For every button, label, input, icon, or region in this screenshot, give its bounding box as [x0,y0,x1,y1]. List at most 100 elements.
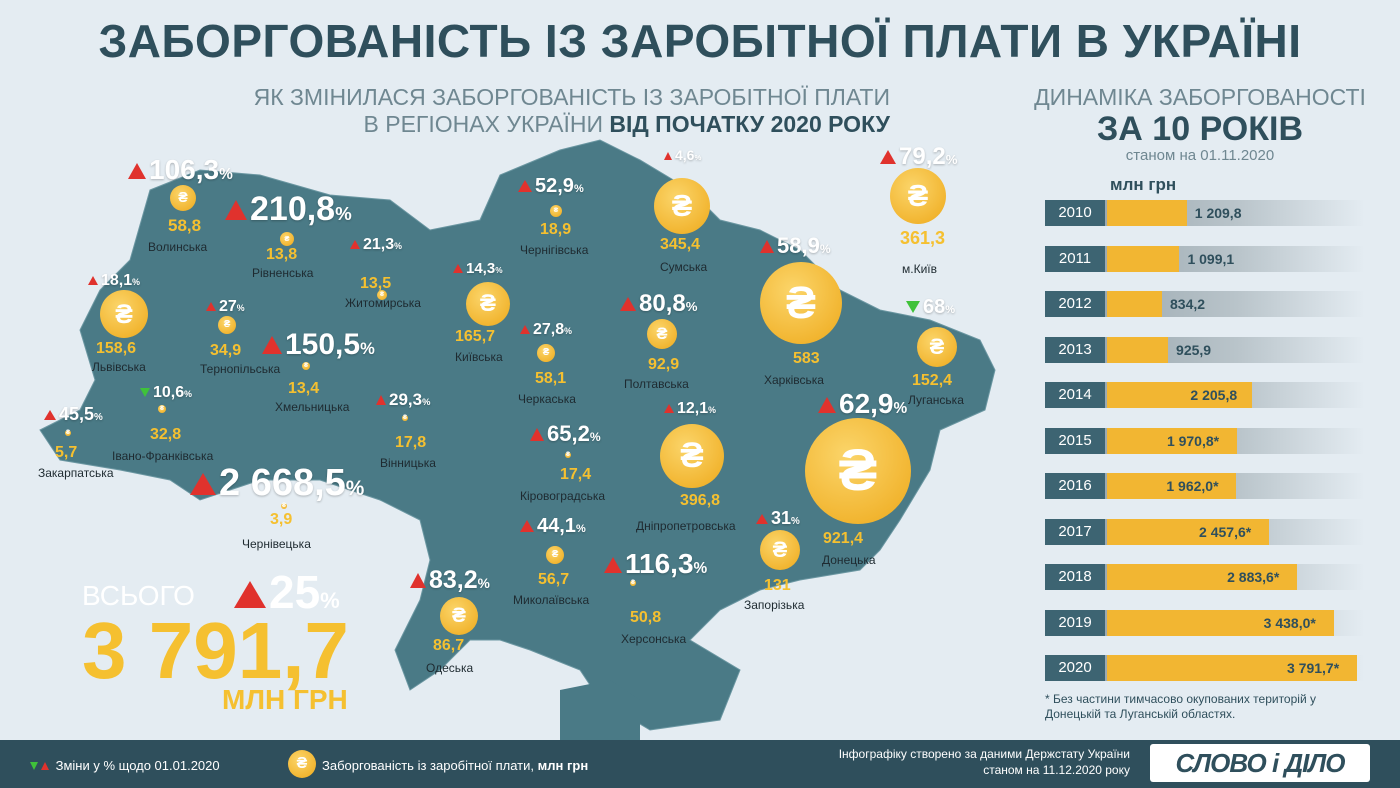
region-1-name: Рівненська [252,266,314,280]
bar-2012 [1107,291,1162,317]
region-4-name: Чернігівська [520,243,589,257]
coin-icon: ₴ [654,178,710,234]
bar-2015 [1107,427,1237,454]
bar-2018 [1107,564,1298,590]
bar-row-2012: 2012 834,2 [1045,291,1365,317]
percent-sign: % [575,523,586,535]
bar-value-label: 3 791,7* [1287,660,1340,676]
region-7-debt: 158,6 [96,340,137,357]
bar-year-label: 2011 [1045,245,1105,272]
bar-value-label: 1 970,8* [1166,432,1220,449]
region-9-name: Хмельницька [275,400,350,414]
region-20-name: Чернівецька [242,537,311,551]
percent-sign: % [693,560,708,577]
region-23-change: 116,3% [604,548,707,580]
region-0-change: 106,3% [128,154,233,186]
bar-row-2011: 2011 1 099,1 [1045,245,1365,272]
region-3-change-value: 14,3 [466,260,496,277]
hryvnia-icon: ₴ [452,604,466,627]
bar-row-2013: 2013 925,9 [1045,336,1365,363]
region-4-debt: 18,9 [540,221,572,238]
legend-coin-unit: млн грн [537,758,589,773]
region-18-name: Дніпропетровська [636,519,736,533]
arrow-up-icon [756,514,768,524]
bar-2019 [1107,609,1334,636]
arrow-up-icon [604,557,622,573]
bar-2016 [1107,473,1237,499]
hryvnia-icon: ₴ [671,188,693,223]
hryvnia-icon: ₴ [929,334,945,359]
arrow-up-icon [262,336,282,354]
percent-sign: % [694,153,702,162]
map-subtitle: ЯК ЗМІНИЛАСЯ ЗАБОРГОВАНІСТЬ ІЗ ЗАРОБІТНО… [150,84,890,138]
region-17-name: Кіровоградська [520,489,606,503]
region-17-change: 65,2% [530,421,601,447]
region-5-change-value: 4,6 [675,147,695,163]
coin-icon: ₴ [760,262,842,344]
region-14-name: Закарпатська [38,466,114,480]
percent-sign: % [893,400,908,417]
coin-icon: ₴ [288,750,316,778]
region-19-change-value: 62,9 [839,388,894,419]
hryvnia-icon: ₴ [551,549,559,560]
percent-sign: % [564,326,572,336]
bar-value-label: 2 457,6* [1199,523,1252,540]
region-16-debt: 17,8 [395,434,427,451]
arrow-up-icon [410,573,426,588]
region-20-debt: 3,9 [270,511,293,528]
bar-value-label: 1 209,8 [1194,205,1242,221]
region-8-change-value: 27 [219,298,237,315]
region-6-debt: 361,3 [900,228,946,248]
region-9-change: 150,5% [262,328,375,362]
region-0-debt: 58,8 [168,216,202,235]
bar-row-2016: 2016 1 962,0* [1045,473,1365,499]
percent-sign: % [573,183,584,195]
region-9-change-value: 150,5 [285,328,361,361]
bar-row-2017: 2017 2 457,6* [1045,518,1365,545]
bar-value-label: 1 099,1 [1187,250,1235,267]
map-shape [39,139,996,731]
region-9-debt: 13,4 [288,380,320,397]
region-2-debt: 13,5 [360,275,392,292]
bar-row-2010: 2010 1 209,8 [1045,200,1365,226]
legend-coin: Заборгованість із заробітної плати, млн … [322,758,588,773]
region-1-change: 210,8% [225,190,352,229]
bar-2014 [1107,382,1253,408]
percent-sign: % [219,166,233,183]
hryvnia-icon: ₴ [907,178,929,213]
percent-sign: % [477,576,490,591]
bar-year-label: 2010 [1045,200,1105,226]
coin-icon: ₴ [302,362,310,370]
percent-sign: % [345,477,365,500]
region-12-change: 58,9% [760,233,831,259]
bar-year-label: 2012 [1045,291,1105,317]
coin-icon: ₴ [466,282,510,326]
region-10-name: Черкаська [518,392,576,406]
region-19-name: Донецька [822,553,876,567]
region-4-change-value: 52,9 [535,175,574,197]
hryvnia-icon: ₴ [838,438,878,503]
region-2-name: Житомирська [345,296,421,310]
legend-source: Інфографіку створено за даними Держстату… [838,747,1130,777]
region-22-change-value: 31 [771,508,792,528]
region-19-debt: 921,4 [823,530,864,547]
arrow-up-icon [190,473,216,495]
chart-unit: млн грн [1110,175,1177,194]
arrow-up-icon [664,404,674,413]
legend-coin-text: Заборгованість із заробітної плати, [322,758,538,773]
coin-icon: ₴ [280,232,294,246]
bar-value-label: 925,9 [1176,341,1212,358]
bar-row-2015: 2015 1 970,8* [1045,427,1365,454]
hryvnia-icon: ₴ [178,190,188,206]
arrow-up-icon [520,520,534,532]
hryvnia-icon: ₴ [281,503,286,509]
bar-value-label: 834,2 [1170,296,1206,312]
region-2-change: 21,3% [350,236,402,254]
region-24-change-value: 83,2 [429,566,478,594]
region-14-debt: 5,7 [55,444,78,461]
bar-value-label: 2 883,6* [1227,569,1280,585]
hryvnia-icon: ₴ [115,299,133,329]
region-18-change: 12,1% [664,400,716,418]
region-1-change-value: 210,8 [250,190,336,228]
coin-icon: ₴ [546,546,564,564]
